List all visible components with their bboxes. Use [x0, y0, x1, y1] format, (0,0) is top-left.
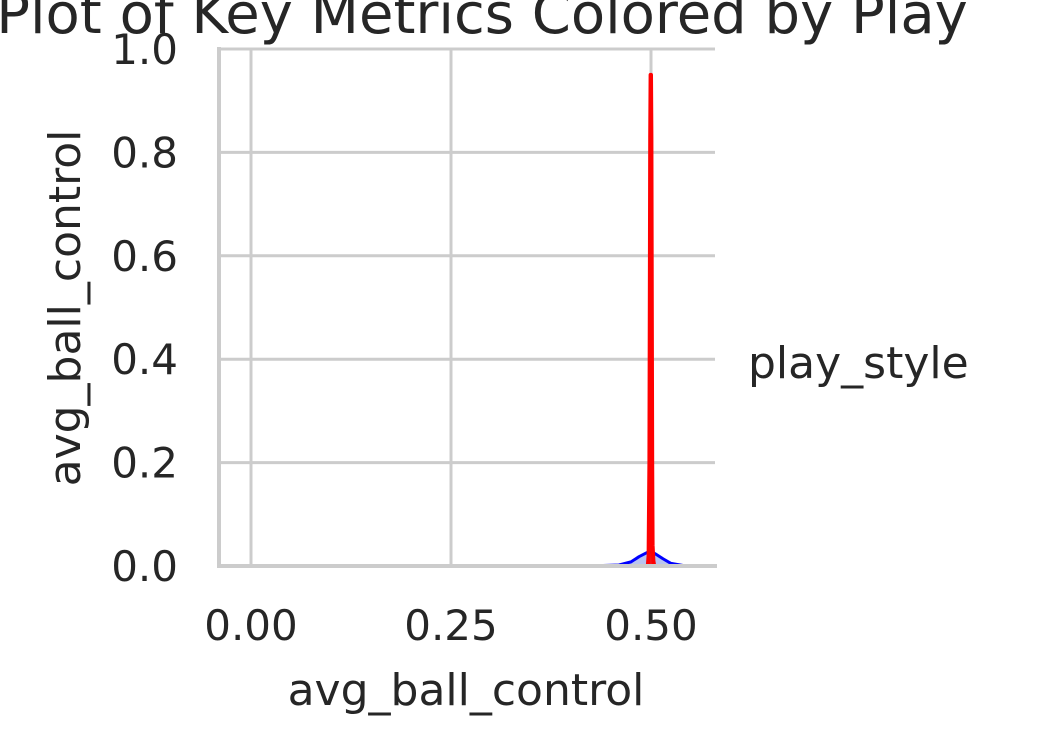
tick-labels: 0.00 0.25 0.50 0.0 0.2 0.4 0.6 0.8 1.0: [111, 25, 698, 650]
series-1-line: [645, 72, 657, 567]
series-0-line: [239, 550, 696, 568]
axes: [217, 47, 717, 568]
legend-title: play_style: [748, 338, 969, 389]
y-tick-label-4: 0.8: [111, 128, 178, 177]
x-tick-label-1: 0.25: [404, 601, 498, 650]
y-tick-label-5: 1.0: [111, 25, 178, 74]
grid: [219, 47, 715, 568]
x-tick-label-2: 0.50: [604, 601, 698, 650]
y-tick-label-0: 0.0: [111, 542, 178, 591]
y-tick-label-3: 0.6: [111, 232, 178, 281]
y-axis-title: avg_ball_control: [40, 130, 91, 487]
chart-title: Plot of Key Metrics Colored by Play: [0, 0, 968, 47]
x-tick-label-0: 0.00: [204, 601, 298, 650]
y-tick-label-2: 0.4: [111, 335, 178, 384]
plot-area: [239, 72, 696, 568]
x-axis-title: avg_ball_control: [288, 665, 645, 716]
y-tick-label-1: 0.2: [111, 439, 178, 488]
